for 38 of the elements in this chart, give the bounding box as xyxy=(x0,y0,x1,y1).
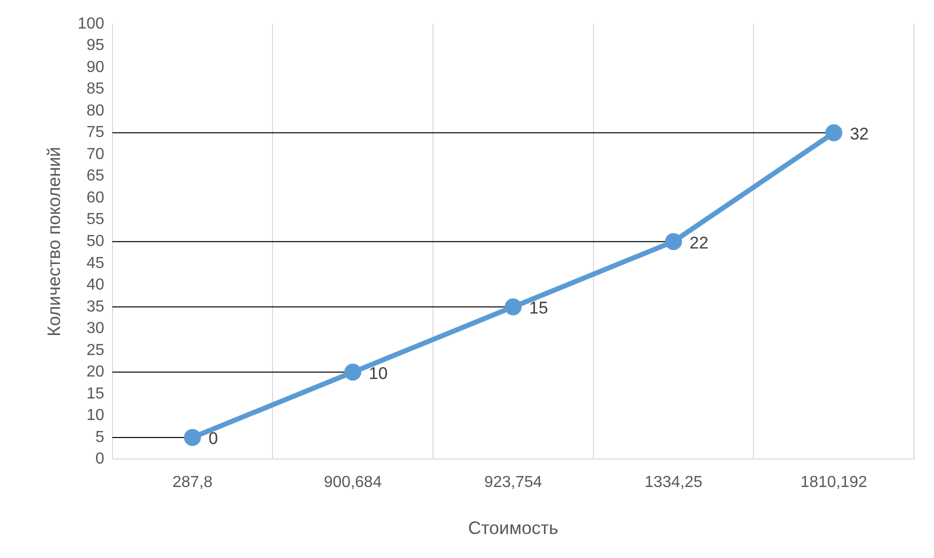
y-tick-label: 15 xyxy=(86,385,104,402)
y-tick-label: 95 xyxy=(86,37,104,54)
y-tick-label: 85 xyxy=(86,80,104,98)
y-tick-label: 90 xyxy=(86,58,104,76)
point xyxy=(184,428,201,446)
y-tick-label: 50 xyxy=(86,233,104,250)
y-tick-label: 45 xyxy=(86,254,104,272)
y-tick-label: 65 xyxy=(86,168,104,185)
annotation: 15 xyxy=(529,298,548,318)
annotation: 32 xyxy=(850,124,869,144)
y-tick-label: 40 xyxy=(86,276,104,294)
x-tick-label: 923,754 xyxy=(484,474,542,492)
x-axis-title: Стоимость xyxy=(468,518,558,538)
point xyxy=(344,364,362,381)
x-tick-label: 287,8 xyxy=(172,474,213,492)
y-tick-label: 30 xyxy=(86,320,104,338)
y-tick-label: 5 xyxy=(95,428,104,446)
point xyxy=(664,233,682,250)
y-tick-label: 10 xyxy=(86,407,104,424)
y-tick-label: 20 xyxy=(86,364,104,381)
x-tick-label: 1334,25 xyxy=(644,474,703,492)
y-tick-label: 80 xyxy=(86,102,104,120)
point xyxy=(504,298,522,316)
x-tick-label: 900,684 xyxy=(324,474,382,492)
y-tick-label: 60 xyxy=(86,189,104,206)
y-axis-title: Количество поколений xyxy=(44,146,64,336)
x-tick-label: 1810,192 xyxy=(800,474,868,492)
y-tick-label: 35 xyxy=(86,298,104,316)
y-tick-label: 0 xyxy=(95,450,104,468)
point xyxy=(825,124,842,142)
annotation: 22 xyxy=(689,233,708,252)
y-tick-label: 70 xyxy=(86,146,104,163)
annotation: 0 xyxy=(208,429,218,448)
y-tick-label: 55 xyxy=(86,211,104,228)
annotation: 10 xyxy=(368,364,388,383)
y-tick-label: 100 xyxy=(78,15,104,32)
y-tick-label: 75 xyxy=(86,124,104,142)
y-tick-label: 25 xyxy=(86,342,104,359)
